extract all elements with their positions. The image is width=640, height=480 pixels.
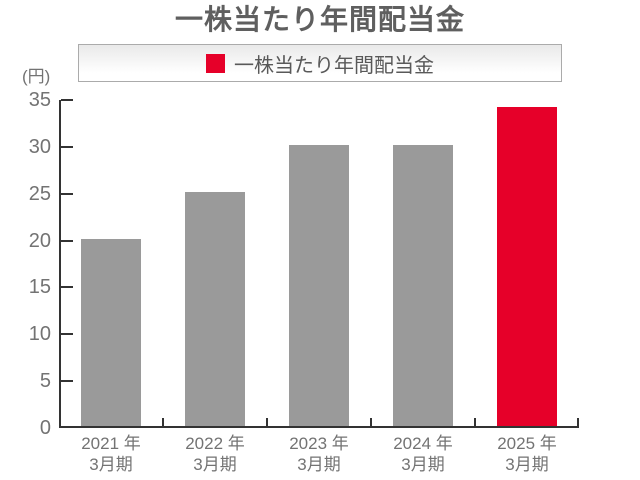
x-axis-category-label: 2022 年 3月期	[163, 433, 267, 475]
y-axis-tick-label: 30	[28, 135, 51, 158]
bar	[185, 191, 245, 426]
y-axis-tick-label: 15	[28, 276, 51, 299]
x-axis-category-label: 2024 年 3月期	[371, 433, 475, 475]
y-axis-tick	[61, 239, 73, 242]
legend-swatch-icon	[206, 53, 225, 73]
x-axis-category-label-line: 2023 年	[289, 434, 349, 453]
x-axis-category-label-line: 2021 年	[81, 434, 141, 453]
y-axis-tick	[61, 192, 73, 195]
y-axis-tick-label: 5	[39, 370, 51, 393]
x-axis-category-label-line: 3月期	[401, 455, 445, 474]
x-axis-category-label-line: 2025 年	[497, 434, 557, 453]
plot-area: 0 5 10 15 20 25 30 35 2021 年 3月期 2022 年 3月期 2023 年 3月…	[29, 89, 579, 474]
bar	[289, 144, 349, 426]
chart-title: 一株当たり年間配当金	[174, 4, 465, 35]
x-axis-tick	[474, 418, 476, 426]
x-axis-category-label-line: 2022 年	[185, 434, 245, 453]
bar	[81, 238, 141, 426]
x-axis-category-label-line: 3月期	[505, 455, 549, 474]
x-axis-category-label-line: 3月期	[89, 455, 133, 474]
y-axis-tick-label: 20	[28, 229, 51, 252]
y-axis-tick-label: 10	[28, 323, 51, 346]
x-axis-tick	[370, 418, 372, 426]
y-axis-tick	[61, 145, 73, 148]
x-axis-category-label-line: 3月期	[193, 455, 237, 474]
y-axis-line	[59, 100, 61, 428]
y-axis-tick	[61, 333, 73, 336]
x-axis-category-label: 2021 年 3月期	[59, 433, 163, 475]
x-axis-line	[59, 426, 579, 428]
bar	[497, 107, 557, 426]
y-axis-tick-label: 35	[28, 89, 51, 111]
bar	[393, 144, 453, 426]
y-axis-tick	[61, 380, 73, 383]
x-axis-category-label: 2023 年 3月期	[267, 433, 371, 475]
x-axis-category-label-line: 2024 年	[393, 434, 453, 453]
legend: 一株当たり年間配当金	[78, 44, 562, 82]
x-axis-tick	[162, 418, 164, 426]
y-axis-tick	[61, 99, 73, 101]
x-axis-category-label: 2025 年 3月期	[475, 433, 579, 475]
y-axis-tick	[61, 286, 73, 289]
y-axis-tick-label: 25	[28, 182, 51, 205]
x-axis-end-tick	[577, 418, 579, 426]
y-axis-tick-label: 0	[39, 417, 51, 439]
x-axis-category-label-line: 3月期	[297, 455, 341, 474]
x-axis-tick	[266, 418, 268, 426]
y-axis-unit-label: (円)	[22, 67, 51, 86]
legend-label: 一株当たり年間配当金	[234, 54, 434, 77]
